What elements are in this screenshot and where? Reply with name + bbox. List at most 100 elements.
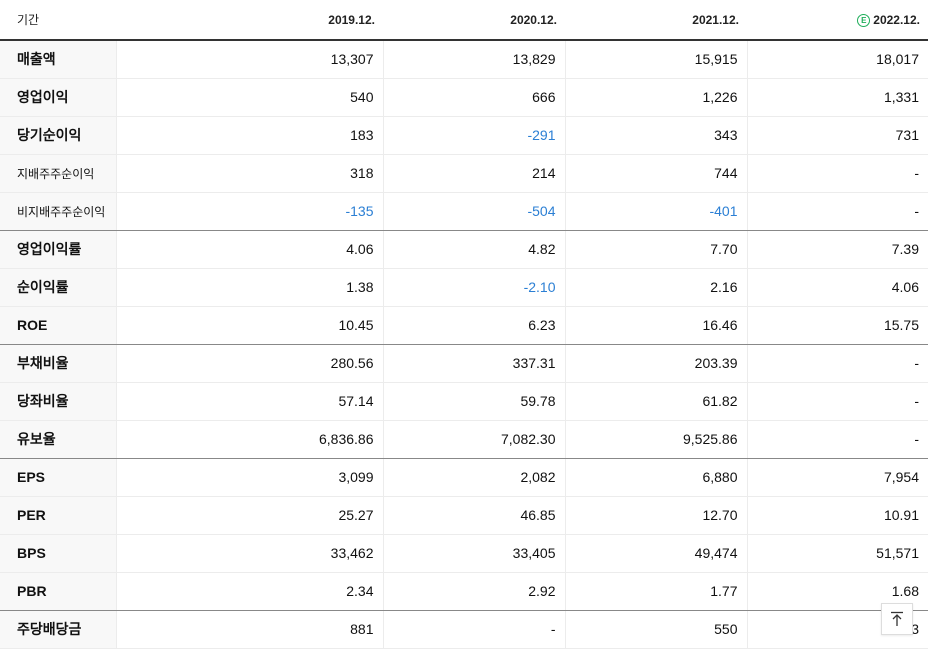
table-cell: 731: [746, 116, 928, 155]
table-cell: 214: [382, 154, 565, 193]
table-cell: 1.38: [115, 268, 383, 307]
table-row: 비지배주주순이익 -135 -504 -401-: [0, 192, 928, 231]
estimate-icon: E: [857, 13, 871, 27]
table-row: PBR 2.34 2.92 1.77 1.68: [0, 572, 928, 611]
table-cell: 7.70: [564, 230, 747, 269]
row-label: 유보율: [0, 420, 116, 459]
table-row: 당기순이익 183 -291 343 731: [0, 116, 928, 155]
table-cell: 2.34: [115, 572, 383, 611]
table-cell: -291: [382, 116, 565, 155]
table-row: 유보율 6,836.86 7,082.30 9,525.86-: [0, 420, 928, 459]
table-cell: 881: [115, 610, 383, 649]
table-cell: 1,226: [564, 78, 747, 117]
table-row: PER 25.27 46.85 12.70 10.91: [0, 496, 928, 535]
table-cell: -: [746, 192, 928, 231]
table-cell: -: [746, 344, 928, 383]
table-cell: 7,954: [746, 458, 928, 497]
column-header-2019: 2019.12.: [116, 0, 383, 41]
column-header-2022-label: 2022.12.: [873, 12, 920, 27]
table-cell: 46.85: [382, 496, 565, 535]
table-cell: 343: [564, 116, 747, 155]
table-row: 지배주주순이익 318 214 744-: [0, 154, 928, 193]
table-cell: 337.31: [382, 344, 565, 383]
table-row: BPS 33,462 33,405 49,474 51,571: [0, 534, 928, 573]
table-cell: 550: [564, 610, 747, 649]
row-label: 영업이익률: [0, 230, 116, 269]
table-cell: 33,462: [115, 534, 383, 573]
table-cell: 2,082: [382, 458, 565, 497]
column-header-2022-estimate: E 2022.12.: [747, 0, 928, 41]
table-cell: 7,082.30: [382, 420, 565, 459]
table-row: 당좌비율 57.14 59.78 61.82-: [0, 382, 928, 421]
table-cell: 666: [382, 78, 565, 117]
table-cell: 6,880: [564, 458, 747, 497]
table-row: 매출액 13,307 13,829 15,915 18,017: [0, 40, 928, 79]
column-header-2021: 2021.12.: [565, 0, 747, 41]
row-label: ROE: [0, 306, 116, 345]
row-label: EPS: [0, 458, 116, 497]
table-cell: 1,331: [746, 78, 928, 117]
row-label: 주당배당금: [0, 610, 116, 649]
table-cell: 61.82: [564, 382, 747, 421]
table-row: 주당배당금 881-550 3: [0, 610, 928, 649]
table-cell: -504: [382, 192, 565, 231]
table-cell: 744: [564, 154, 747, 193]
table-cell: 203.39: [564, 344, 747, 383]
table-cell: 57.14: [115, 382, 383, 421]
table-cell: 49,474: [564, 534, 747, 573]
row-label: PBR: [0, 572, 116, 611]
table-cell: 3,099: [115, 458, 383, 497]
table-cell: 2.92: [382, 572, 565, 611]
row-label: 부채비율: [0, 344, 116, 383]
table-cell: 13,829: [382, 40, 565, 79]
table-row: 부채비율 280.56 337.31 203.39-: [0, 344, 928, 383]
table-cell: 540: [115, 78, 383, 117]
table-cell: 6.23: [382, 306, 565, 345]
table-cell: 6,836.86: [115, 420, 383, 459]
table-cell: -: [382, 610, 565, 649]
table-cell: 318: [115, 154, 383, 193]
row-label: 당기순이익: [0, 116, 116, 155]
table-cell: 16.46: [564, 306, 747, 345]
table-cell: -: [746, 420, 928, 459]
row-label: 영업이익: [0, 78, 116, 117]
arrow-up-icon: [891, 611, 903, 626]
table-cell: 183: [115, 116, 383, 155]
table-cell: 7.39: [746, 230, 928, 269]
table-cell: 15.75: [746, 306, 928, 345]
table-row: EPS 3,099 2,082 6,880 7,954: [0, 458, 928, 497]
table-cell: -: [746, 382, 928, 421]
table-header-row: 기간 2019.12. 2020.12. 2021.12. E 2022.12.: [0, 0, 928, 41]
table-cell: 51,571: [746, 534, 928, 573]
table-cell: -2.10: [382, 268, 565, 307]
table-cell: 13,307: [115, 40, 383, 79]
table-row: 순이익률 1.38 -2.10 2.16 4.06: [0, 268, 928, 307]
table-cell: 12.70: [564, 496, 747, 535]
row-label: 순이익률: [0, 268, 116, 307]
table-cell: 18,017: [746, 40, 928, 79]
row-label: PER: [0, 496, 116, 535]
table-cell: 10.45: [115, 306, 383, 345]
table-cell: 1.77: [564, 572, 747, 611]
table-cell: 59.78: [382, 382, 565, 421]
table-cell: 280.56: [115, 344, 383, 383]
table-cell: -135: [115, 192, 383, 231]
table-cell: -401: [564, 192, 747, 231]
row-label: BPS: [0, 534, 116, 573]
table-cell: 4.06: [746, 268, 928, 307]
table-cell: 4.06: [115, 230, 383, 269]
column-header-2020: 2020.12.: [383, 0, 565, 41]
table-cell: 10.91: [746, 496, 928, 535]
row-label: 비지배주주순이익: [0, 192, 116, 231]
table-row: 영업이익 540 666 1,226 1,331: [0, 78, 928, 117]
row-label: 당좌비율: [0, 382, 116, 421]
table-row: 영업이익률 4.06 4.82 7.70 7.39: [0, 230, 928, 269]
table-cell: 4.82: [382, 230, 565, 269]
scroll-to-top-button[interactable]: [881, 603, 913, 635]
table-cell: 2.16: [564, 268, 747, 307]
table-cell: 33,405: [382, 534, 565, 573]
period-header: 기간: [0, 0, 116, 41]
table-cell: 15,915: [564, 40, 747, 79]
table-cell: 9,525.86: [564, 420, 747, 459]
